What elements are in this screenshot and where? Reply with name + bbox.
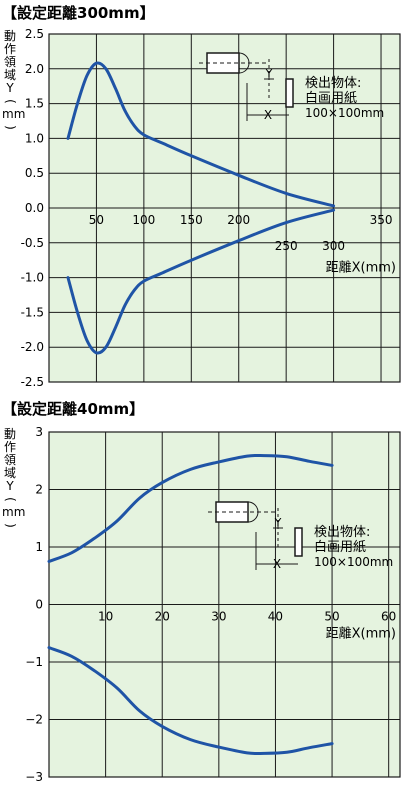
target-object-icon [294,527,303,557]
y-offset-label: Y [265,67,273,80]
x-distance-label: X [273,557,281,571]
chart-setting-40mm: 【設定距離40mm】 動作領域 Y(mm) 3 2 1 0 −1 −2 −3 10 20 30 40 5… [0,396,410,786]
x-tick-label: 60 [381,610,396,624]
y-axis-label-char: 域 [3,68,16,82]
y-tick-label: 2.5 [25,27,44,41]
x-tick-label: 20 [155,610,170,624]
y-axis-label-char: Y [6,81,14,95]
chart-setting-300mm: 【設定距離300mm】 動作領域 Y(mm) 2.5 2.0 1.5 1.0 0.5 0.0… [2,4,401,389]
x-tick-label: 10 [98,610,113,624]
plot-frame [48,431,401,778]
object-label: 検出物体: [305,76,361,91]
series-line [66,61,336,208]
plot-frame [48,33,401,383]
x-tick-label: 40 [268,610,283,624]
x-tick-label: 150 [180,213,203,227]
y-axis-label-char: 動 [3,427,16,441]
x-tick-label: 200 [227,213,250,227]
object-size-label: 100×100mm [305,106,384,120]
y-tick-label: 0 [35,598,43,612]
object-label: 検出物体: [314,525,370,540]
y-tick-label: 1.5 [25,97,44,111]
y-tick-label: 3 [35,425,43,439]
chart-title: 【設定距離300mm】 [2,4,155,22]
y-axis-label-char: 領 [3,453,16,467]
object-size-label: 100×100mm [314,555,393,569]
x-tick-label: 250 [275,239,298,253]
x-tick-label: 50 [89,213,104,227]
x-axis-label: 距離X(mm) [326,261,396,276]
y-tick-label: -2.5 [21,375,44,389]
y-axis-label-char: 作 [3,440,16,454]
x-tick-label: 350 [370,213,393,227]
y-tick-label: −1 [25,655,43,669]
y-axis-label-char: 域 [3,466,16,480]
x-distance-label: X [264,108,272,122]
object-label: 白画用紙 [314,539,366,555]
x-axis-label: 距離X(mm) [326,626,396,641]
y-tick-label: 0.5 [25,166,44,180]
y-axis-label-char: 領 [3,55,16,69]
x-tick-label: 300 [322,239,345,253]
series-line [47,646,334,756]
plot-area: 2.5 2.0 1.5 1.0 0.5 0.0 -0.5 -1.0 -1.5 -2.0 -2.5 50… [21,27,401,389]
y-tick-label: -0.5 [21,236,44,250]
y-axis-label: 動作領域 Y(mm) [2,427,25,532]
y-offset-label: Y [274,516,282,529]
y-tick-label: 2.0 [25,62,44,76]
y-axis-label-char: 動 [3,29,16,43]
series-line [47,453,334,563]
x-tick-label: 50 [324,610,339,624]
series-line [66,208,336,355]
y-tick-label: 2 [35,483,43,497]
chart-title: 【設定距離40mm】 [2,400,145,418]
x-tick-label: 30 [211,610,226,624]
y-tick-label: -1.0 [21,271,44,285]
y-axis-label-char: Y [6,479,14,493]
y-tick-label: −2 [25,713,43,727]
y-tick-label: −3 [25,770,43,784]
y-tick-label: 1.0 [25,131,44,145]
y-tick-label: 0.0 [25,201,44,215]
y-tick-label: 1 [35,540,43,554]
x-tick-label: 100 [132,213,155,227]
y-tick-label: -2.0 [21,340,44,354]
y-axis-label-char: 作 [3,42,16,56]
target-object-icon [285,78,294,108]
y-tick-label: -1.5 [21,305,44,319]
object-label: 白画用紙 [305,90,357,106]
